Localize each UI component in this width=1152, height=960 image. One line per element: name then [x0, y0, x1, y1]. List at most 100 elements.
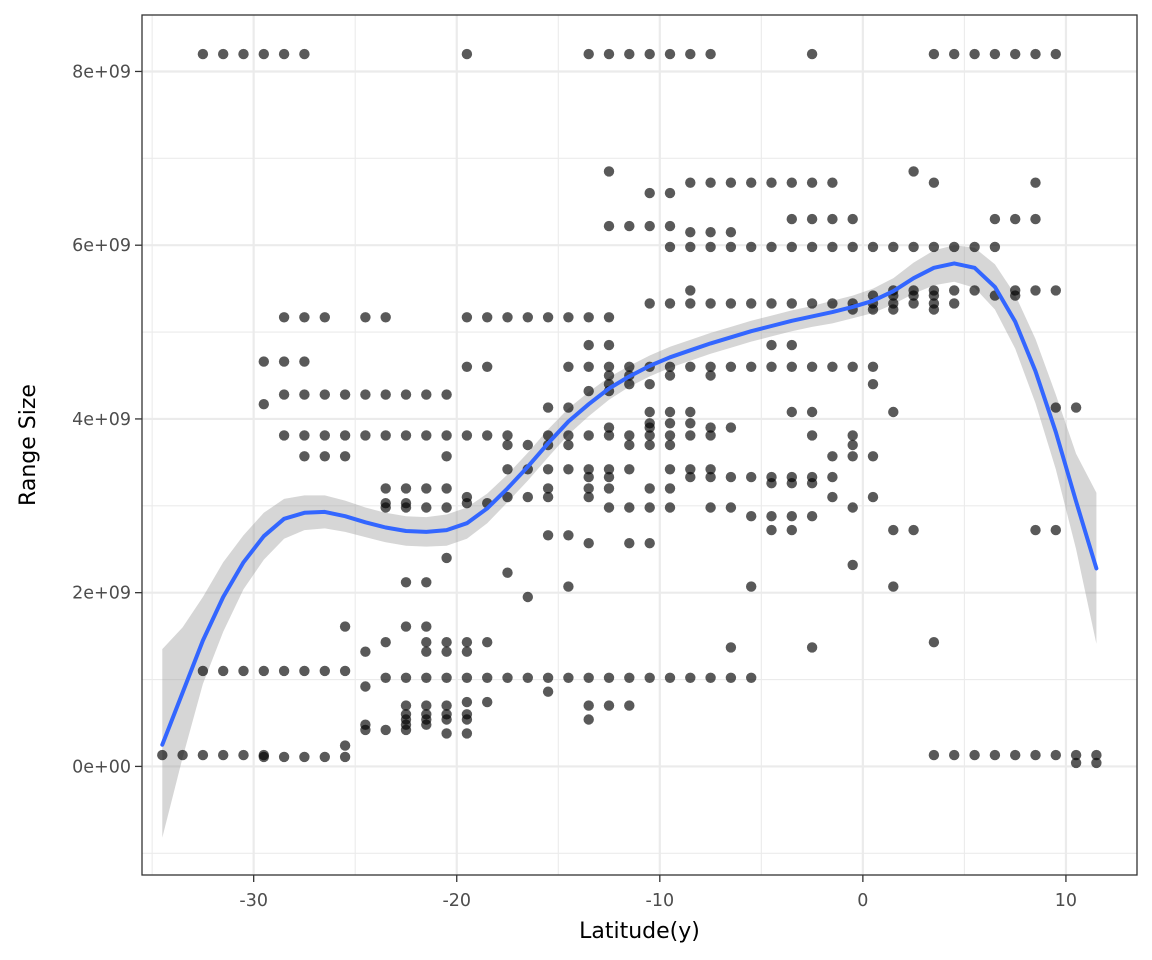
data-point: [786, 361, 797, 372]
data-point: [339, 430, 351, 441]
data-point: [685, 285, 696, 296]
data-point: [664, 483, 676, 494]
data-point: [725, 298, 737, 309]
x-tick-label: -30: [239, 891, 268, 911]
data-point: [563, 581, 574, 592]
data-point: [664, 220, 676, 232]
data-point: [278, 48, 290, 60]
data-point: [339, 621, 351, 632]
data-point: [766, 361, 777, 372]
data-point: [725, 227, 737, 238]
data-point: [1030, 524, 1041, 536]
panel-border: [141, 14, 1138, 876]
data-point: [563, 402, 574, 413]
data-point: [705, 430, 716, 441]
data-point: [299, 312, 310, 323]
data-point: [542, 402, 554, 413]
data-point: [705, 370, 716, 381]
data-point: [1010, 749, 1021, 761]
data-point: [441, 672, 452, 683]
data-point: [867, 491, 879, 503]
data-point: [380, 637, 391, 648]
data-point: [421, 430, 432, 441]
data-point: [624, 48, 635, 60]
data-point: [806, 406, 818, 418]
data-point: [725, 502, 737, 513]
data-point: [339, 389, 351, 400]
data-point: [644, 298, 655, 309]
data-point: [583, 339, 594, 351]
data-point: [685, 418, 696, 429]
data-point: [644, 187, 655, 199]
data-point: [746, 241, 757, 253]
data-point: [827, 451, 838, 462]
data-point: [339, 665, 351, 677]
data-point: [197, 665, 209, 677]
data-point: [827, 361, 838, 372]
data-point: [360, 681, 371, 692]
data-point: [400, 724, 412, 736]
data-point: [664, 406, 676, 418]
data-point: [542, 464, 554, 475]
y-axis-title: Range Size: [16, 384, 41, 506]
data-point: [603, 220, 615, 232]
data-point: [725, 361, 737, 372]
data-point: [928, 177, 940, 188]
data-point: [258, 665, 269, 677]
data-point: [827, 241, 838, 253]
panel-background: [142, 15, 1137, 875]
data-point: [664, 418, 676, 429]
data-point: [725, 177, 737, 188]
data-point: [278, 665, 290, 677]
data-point: [806, 177, 818, 188]
data-point: [705, 227, 716, 238]
data-point: [583, 672, 594, 683]
data-point: [746, 511, 757, 522]
data-point: [461, 430, 473, 441]
data-point: [197, 749, 209, 761]
data-point: [441, 389, 452, 400]
data-point: [685, 298, 696, 309]
data-point: [603, 464, 615, 475]
data-point: [380, 430, 391, 441]
data-point: [786, 177, 797, 188]
data-point: [542, 483, 554, 494]
data-point: [563, 672, 574, 683]
data-point: [421, 700, 432, 711]
data-point: [1050, 402, 1062, 413]
data-point: [400, 672, 412, 683]
data-point: [908, 298, 919, 309]
data-point: [299, 665, 310, 677]
data-point: [644, 502, 655, 513]
data-point: [299, 751, 310, 763]
data-point: [299, 430, 310, 441]
data-point: [603, 430, 615, 441]
data-point: [1010, 213, 1021, 225]
data-point: [461, 696, 473, 708]
data-point: [969, 241, 980, 253]
data-point: [786, 524, 797, 536]
data-point: [888, 524, 899, 536]
data-point: [583, 464, 594, 475]
data-point: [583, 361, 594, 372]
data-point: [1050, 524, 1062, 536]
data-point: [928, 48, 940, 60]
data-point: [238, 48, 249, 60]
data-point: [847, 559, 858, 571]
data-point: [522, 672, 533, 683]
data-point: [482, 672, 493, 683]
data-point: [218, 48, 229, 60]
data-point: [847, 213, 858, 225]
data-point: [1091, 749, 1102, 761]
data-point: [603, 48, 615, 60]
smooth-trend-line: [160, 261, 1099, 747]
data-point: [786, 511, 797, 522]
data-point: [867, 241, 879, 253]
data-point: [441, 700, 452, 711]
data-point: [705, 177, 716, 188]
data-point: [1010, 48, 1021, 60]
data-point: [421, 577, 432, 588]
data-point: [908, 166, 919, 177]
data-point: [542, 491, 554, 503]
data-point: [400, 502, 412, 513]
